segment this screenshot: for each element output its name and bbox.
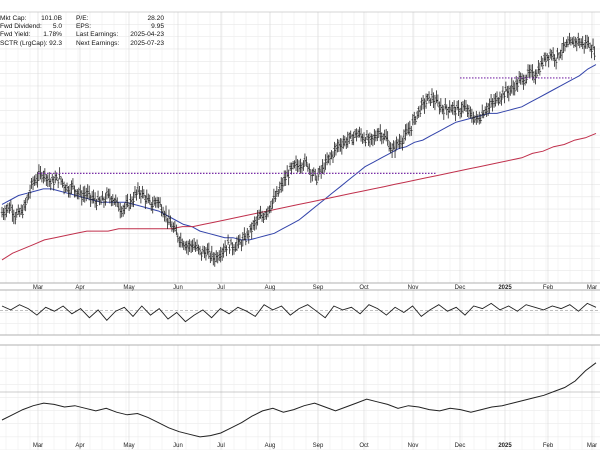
month-tick-label: 2025: [498, 443, 512, 449]
month-tick-label: Oct: [359, 443, 369, 449]
stat-label: Next Earnings:: [76, 39, 120, 47]
sma-200-line: [1, 132, 597, 261]
month-tick-label: Nov: [408, 443, 419, 449]
month-tick-label: Jun: [173, 285, 183, 291]
stat-label: SCTR (LrgCap):: [0, 39, 48, 47]
stat-value: 2025-04-23: [130, 31, 164, 39]
month-tick-label: Dec: [455, 285, 466, 291]
month-tick-label: Feb: [543, 443, 554, 449]
stat-label: Fwd Dividend:: [0, 23, 42, 31]
stat-label: EPS:: [76, 23, 92, 31]
month-tick-label: Mar: [587, 443, 597, 449]
sma-50-line: [1, 64, 597, 241]
month-tick-label: Sep: [313, 443, 324, 449]
stat-label: Fwd Yield:: [0, 31, 31, 39]
stat-value: 2025-07-23: [130, 39, 164, 47]
month-tick-label: Feb: [543, 285, 554, 291]
month-tick-label: Aug: [265, 443, 276, 449]
month-tick-label: 2025: [498, 285, 512, 291]
stat-value: 9.95: [151, 23, 164, 31]
month-tick-label: Apr: [75, 285, 84, 291]
relative-strength-line: [1, 362, 597, 438]
stat-value: 5.0: [52, 23, 62, 31]
month-tick-label: Jul: [217, 443, 225, 449]
stat-value: 101.0B: [41, 15, 62, 22]
stat-label: P/E:: [76, 15, 89, 22]
month-tick-label: May: [123, 443, 134, 449]
month-tick-label: Apr: [75, 443, 84, 449]
month-tick-label: Jul: [217, 285, 225, 291]
stat-label: Mkt Cap:: [0, 15, 27, 22]
month-tick-label: Nov: [408, 285, 419, 291]
stat-value: 92.3: [49, 39, 62, 47]
month-tick-label: May: [123, 285, 134, 291]
month-tick-label: Sep: [313, 285, 324, 291]
month-tick-label: Oct: [359, 285, 369, 291]
month-tick-label: Dec: [455, 443, 466, 449]
month-tick-label: Mar: [33, 443, 43, 449]
stat-value: 28.20: [147, 15, 164, 22]
month-tick-label: Mar: [33, 285, 43, 291]
month-tick-label: Jun: [173, 443, 183, 449]
stat-value: 1.78%: [43, 31, 62, 39]
month-tick-label: Aug: [265, 285, 276, 291]
month-tick-label: Mar: [587, 285, 597, 291]
oscillator-line: [1, 302, 597, 323]
stat-label: Last Earnings:: [76, 31, 119, 39]
